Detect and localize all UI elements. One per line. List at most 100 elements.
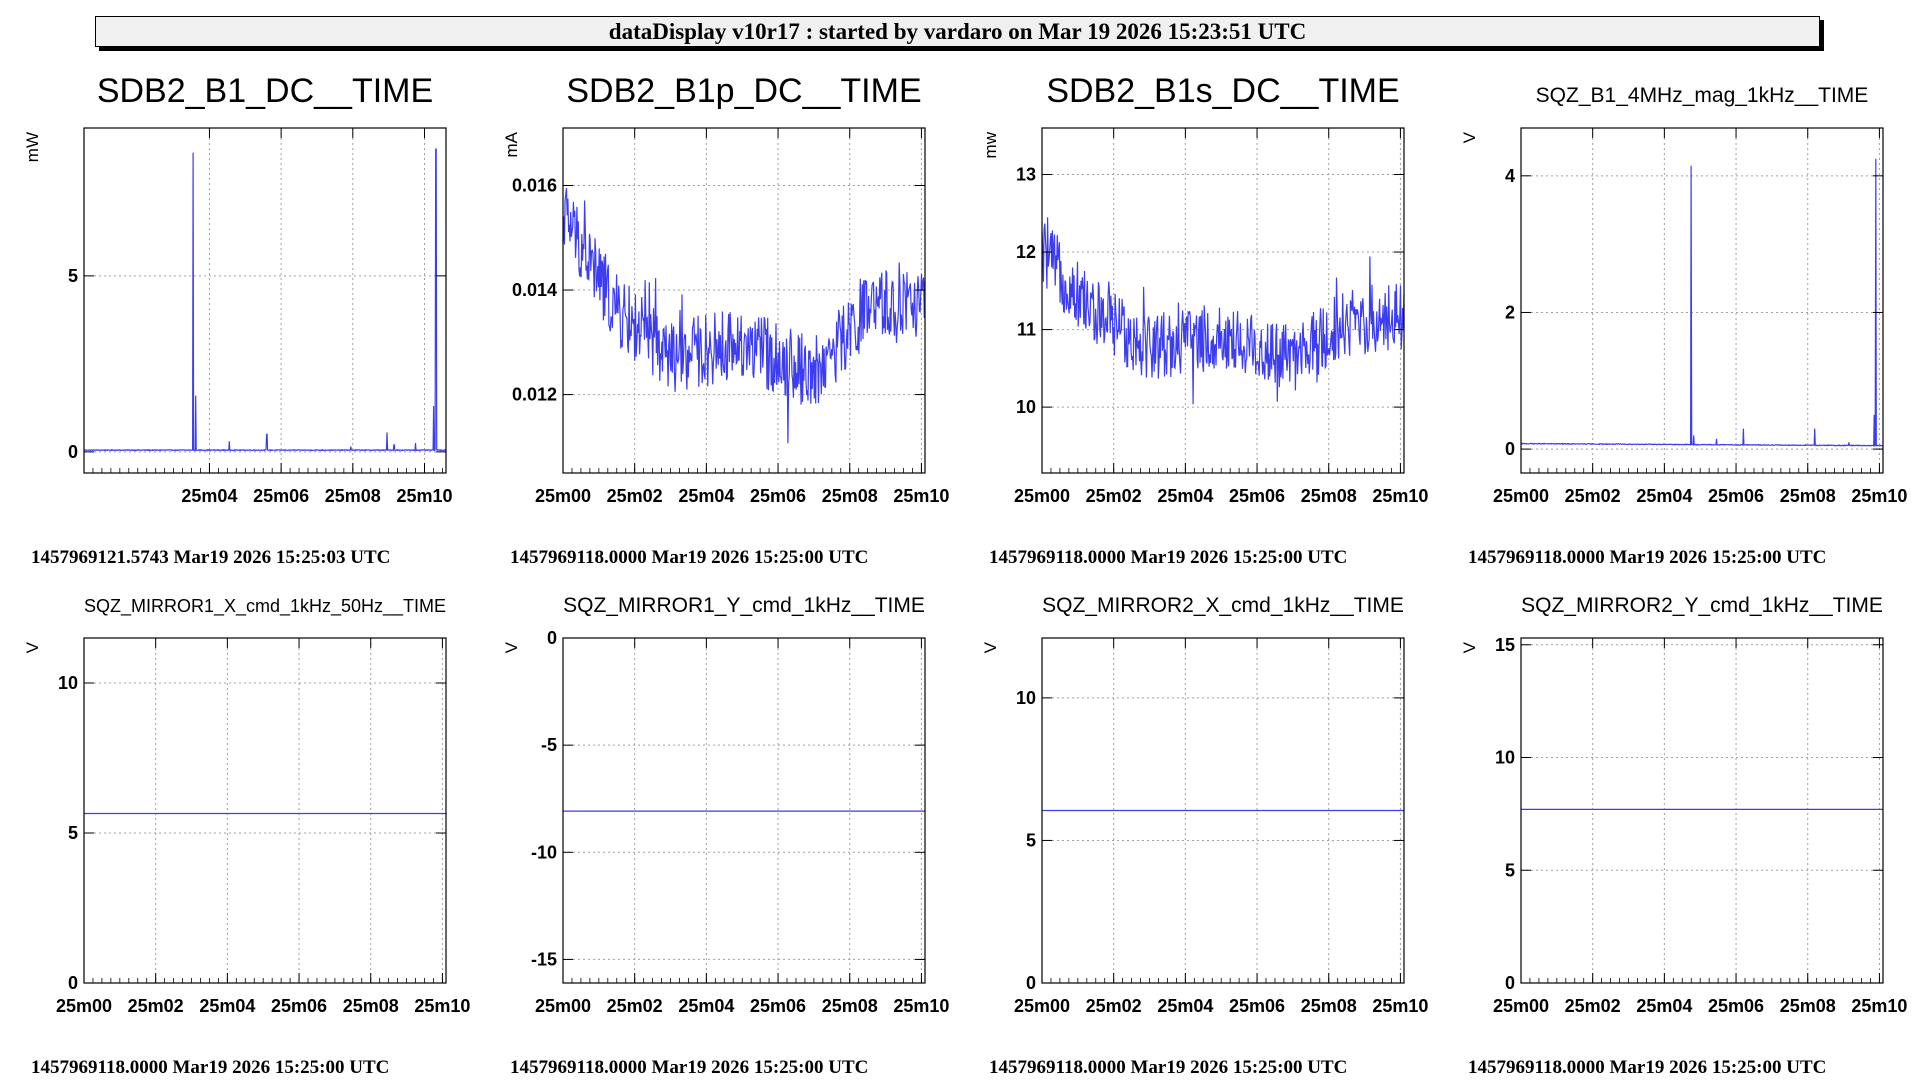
y-tick-label: 0.014 — [512, 280, 557, 300]
y-axis-label: V — [23, 641, 42, 653]
x-tick-label: 25m04 — [678, 486, 734, 506]
chart-timestamp: 1457969118.0000 Mar19 2026 15:25:00 UTC — [989, 1057, 1347, 1078]
x-tick-label: 25m00 — [1493, 996, 1549, 1016]
plot-frame — [562, 127, 926, 474]
y-tick-label: 4 — [1505, 166, 1515, 186]
x-tick-label: 25m06 — [271, 996, 327, 1016]
chart-panel-2: SDB2_B1p_DC__TIME mA 25m00 25m02 25m04 25m06 2… — [502, 72, 949, 568]
y-tick-label: 12 — [1016, 242, 1036, 262]
y-tick-label: 5 — [68, 266, 78, 286]
y-axis-label: mw — [981, 131, 1000, 158]
y-tick-label: 10 — [1016, 688, 1036, 708]
x-tick-label: 25m04 — [678, 996, 734, 1016]
x-tick-label: 25m04 — [181, 486, 237, 506]
x-tick-label: 25m10 — [1372, 996, 1428, 1016]
y-axis-label: V — [981, 641, 1000, 653]
chart-title: SDB2_B1s_DC__TIME — [1046, 72, 1399, 110]
x-tick-label: 25m00 — [56, 996, 112, 1016]
plot-frame — [562, 637, 926, 984]
x-tick-label: 25m04 — [1157, 486, 1213, 506]
y-tick-label: -10 — [531, 842, 557, 862]
y-tick-label: 0 — [68, 973, 78, 993]
y-tick-label: 5 — [68, 823, 78, 843]
chart-title: SDB2_B1p_DC__TIME — [566, 72, 921, 110]
chart-timestamp: 1457969118.0000 Mar19 2026 15:25:00 UTC — [989, 547, 1347, 568]
x-tick-label: 25m08 — [325, 486, 381, 506]
y-axis-label: V — [1460, 131, 1479, 143]
x-tick-label: 25m04 — [1636, 486, 1692, 506]
y-axis-label: V — [1460, 641, 1479, 653]
x-tick-label: 25m02 — [1086, 996, 1142, 1016]
y-tick-label: 0 — [1505, 439, 1515, 459]
x-tick-label: 25m06 — [750, 486, 806, 506]
data-trace — [562, 188, 926, 444]
x-tick-label: 25m10 — [414, 996, 470, 1016]
x-tick-label: 25m02 — [1565, 996, 1621, 1016]
y-tick-label: 0.012 — [512, 385, 557, 405]
y-tick-label: 10 — [1016, 397, 1036, 417]
x-tick-label: 25m06 — [1708, 486, 1764, 506]
x-tick-label: 25m06 — [1708, 996, 1764, 1016]
header-title-bar: dataDisplay v10r17 : started by vardaro … — [95, 16, 1820, 47]
data-trace — [1520, 158, 1884, 448]
y-tick-label: 13 — [1016, 165, 1036, 185]
x-tick-label: 25m08 — [1301, 486, 1357, 506]
y-tick-label: 0 — [1026, 973, 1036, 993]
x-tick-label: 25m08 — [822, 996, 878, 1016]
x-tick-label: 25m06 — [1229, 996, 1285, 1016]
plot-frame — [83, 127, 447, 474]
chart-panel-4: SQZ_B1_4MHz_mag_1kHz__TIME V 25m00 25m02 25m… — [1460, 84, 1907, 568]
data-trace — [1041, 217, 1405, 405]
y-axis-label: V — [502, 641, 521, 653]
chart-panel-8: SQZ_MIRROR2_Y_cmd_1kHz__TIME V 25m00 25m02 2… — [1460, 594, 1907, 1078]
x-tick-label: 25m08 — [1780, 486, 1836, 506]
x-tick-label: 25m02 — [1565, 486, 1621, 506]
header-title: dataDisplay v10r17 : started by vardaro … — [608, 19, 1307, 44]
x-tick-label: 25m10 — [396, 486, 452, 506]
x-tick-label: 25m10 — [893, 486, 949, 506]
chart-title: SQZ_B1_4MHz_mag_1kHz__TIME — [1536, 84, 1869, 107]
x-tick-label: 25m08 — [1301, 996, 1357, 1016]
y-tick-label: -5 — [541, 735, 557, 755]
x-tick-label: 25m02 — [128, 996, 184, 1016]
x-tick-label: 25m02 — [607, 486, 663, 506]
y-tick-label: 15 — [1495, 635, 1515, 655]
x-tick-label: 25m00 — [1014, 996, 1070, 1016]
chart-title: SQZ_MIRROR1_Y_cmd_1kHz__TIME — [563, 594, 925, 617]
x-tick-label: 25m02 — [607, 996, 663, 1016]
plot-frame — [1041, 637, 1405, 984]
y-tick-label: 11 — [1017, 320, 1036, 340]
x-tick-label: 25m06 — [253, 486, 309, 506]
chart-title: SDB2_B1_DC__TIME — [97, 72, 433, 110]
plot-frame — [1041, 127, 1405, 474]
x-tick-label: 25m04 — [1157, 996, 1213, 1016]
y-tick-label: 10 — [1495, 748, 1515, 768]
x-tick-label: 25m04 — [199, 996, 255, 1016]
data-trace — [83, 148, 447, 452]
chart-timestamp: 1457969121.5743 Mar19 2026 15:25:03 UTC — [31, 547, 390, 568]
plot-frame — [1520, 127, 1884, 474]
x-tick-label: 25m10 — [1851, 996, 1907, 1016]
chart-timestamp: 1457969118.0000 Mar19 2026 15:25:00 UTC — [510, 547, 868, 568]
x-tick-label: 25m08 — [1780, 996, 1836, 1016]
chart-timestamp: 1457969118.0000 Mar19 2026 15:25:00 UTC — [510, 1057, 868, 1078]
x-tick-label: 25m08 — [822, 486, 878, 506]
chart-title: SQZ_MIRROR2_X_cmd_1kHz__TIME — [1042, 594, 1404, 617]
y-tick-label: 0 — [547, 628, 557, 648]
x-tick-label: 25m00 — [1014, 486, 1070, 506]
chart-title: SQZ_MIRROR2_Y_cmd_1kHz__TIME — [1521, 594, 1883, 617]
y-axis-label: mA — [502, 131, 521, 157]
chart-timestamp: 1457969118.0000 Mar19 2026 15:25:00 UTC — [1468, 1057, 1826, 1078]
x-tick-label: 25m00 — [1493, 486, 1549, 506]
y-tick-label: 0.016 — [512, 176, 557, 196]
x-tick-label: 25m02 — [1086, 486, 1142, 506]
x-tick-label: 25m00 — [535, 486, 591, 506]
x-tick-label: 25m10 — [1372, 486, 1428, 506]
chart-panel-7: SQZ_MIRROR2_X_cmd_1kHz__TIME V 25m00 25m02 2… — [981, 594, 1428, 1078]
x-tick-label: 25m10 — [1851, 486, 1907, 506]
chart-panel-1: SDB2_B1_DC__TIME mW 25m04 25m06 25m08 25m10 0 5… — [23, 72, 453, 568]
x-tick-label: 25m06 — [750, 996, 806, 1016]
y-tick-label: 5 — [1026, 830, 1036, 850]
